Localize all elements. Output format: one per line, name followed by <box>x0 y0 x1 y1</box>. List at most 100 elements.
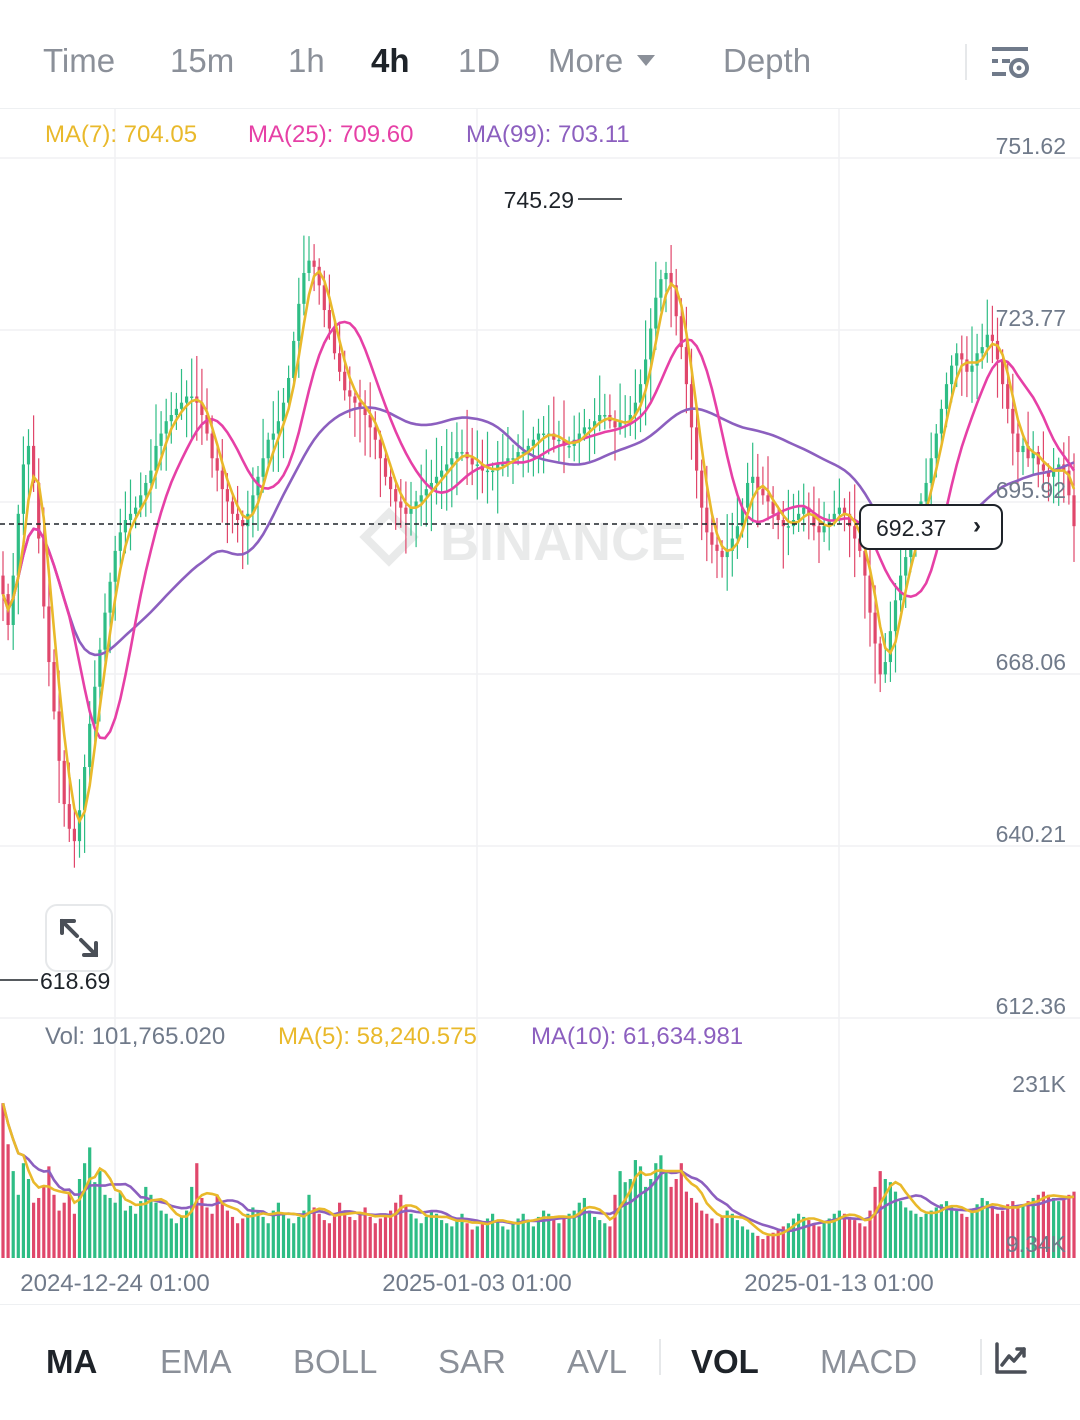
candle-body <box>57 711 61 761</box>
volume-bar <box>791 1218 796 1258</box>
time-tick-3: 2025-01-13 01:00 <box>744 1270 934 1297</box>
candle-body <box>185 396 189 403</box>
candle-body <box>455 452 459 459</box>
volume-ma-lines-layer <box>1 1102 1075 1237</box>
candle-body <box>394 489 398 502</box>
candle-body <box>873 612 877 644</box>
interval-15m-tab[interactable]: 15m <box>170 42 235 79</box>
volume-bar <box>863 1226 867 1258</box>
candle-body <box>297 303 301 341</box>
volume-bar <box>62 1202 66 1258</box>
volume-bar <box>868 1210 872 1258</box>
volume-bar <box>139 1201 143 1258</box>
volume-bar <box>103 1194 107 1258</box>
volume-bar <box>975 1204 979 1258</box>
candle-body <box>37 482 41 539</box>
volume-bar <box>817 1226 821 1258</box>
candle-body <box>929 458 933 483</box>
candle-body <box>118 532 122 551</box>
fullscreen-button[interactable] <box>45 904 113 972</box>
candle-body <box>883 662 887 675</box>
indicator-ma-tab[interactable]: MA <box>46 1343 98 1380</box>
candle-body <box>649 328 653 360</box>
interval-time-tab[interactable]: Time <box>43 42 116 79</box>
volume-bar <box>965 1216 969 1258</box>
volume-bar <box>317 1213 321 1258</box>
volume-bar <box>710 1218 714 1258</box>
volume-bar <box>409 1213 413 1258</box>
volume-bar <box>1016 1207 1020 1258</box>
volume-bar <box>501 1226 505 1258</box>
chart-settings-icon[interactable] <box>990 44 1030 82</box>
interval-more-dropdown[interactable]: More <box>548 42 656 80</box>
volume-bar <box>577 1202 581 1258</box>
volume-bar <box>419 1223 423 1258</box>
candle-body <box>302 272 306 304</box>
candle-body <box>516 452 520 459</box>
indicator-sar-tab[interactable]: SAR <box>438 1343 506 1380</box>
volume-bar <box>914 1213 918 1258</box>
volume-bar <box>179 1216 184 1258</box>
candle-body <box>807 507 811 514</box>
candle-body <box>1067 470 1071 496</box>
volume-bar <box>174 1223 178 1258</box>
volume-bar <box>730 1213 734 1258</box>
volume-bar <box>108 1197 112 1258</box>
candle-body <box>766 495 770 502</box>
volume-bar <box>557 1223 561 1258</box>
candle-body <box>1036 452 1040 465</box>
indicator-boll-tab[interactable]: BOLL <box>293 1343 378 1380</box>
candle-body <box>434 476 439 483</box>
volume-bar <box>404 1205 408 1258</box>
volume-bar <box>802 1216 806 1258</box>
volume-bar <box>858 1223 862 1258</box>
volume-bar <box>746 1229 750 1258</box>
candle-body <box>995 340 1000 360</box>
volume-bar <box>735 1220 739 1258</box>
indicator-vol-tab[interactable]: VOL <box>691 1343 759 1380</box>
candle-body <box>164 421 168 434</box>
interval-1d-tab[interactable]: 1D <box>458 42 501 79</box>
candle-body <box>139 495 143 508</box>
candle-body <box>144 482 148 496</box>
candle-body <box>990 334 994 341</box>
candle-body <box>603 415 607 417</box>
volume-bar <box>1057 1201 1061 1258</box>
candle-body <box>511 458 515 460</box>
volume-bar <box>725 1210 729 1258</box>
volume-bar <box>888 1182 892 1258</box>
indicator-avl-tab[interactable]: AVL <box>567 1343 627 1380</box>
volume-bar <box>582 1197 586 1258</box>
candle-body <box>1006 384 1010 409</box>
candle-body <box>307 260 311 273</box>
ma25-legend: MA(25): 709.60 <box>248 121 413 148</box>
interval-4h-tab[interactable]: 4h <box>371 42 410 79</box>
interval-1h-tab[interactable]: 1h <box>288 42 325 79</box>
candle-body <box>924 482 928 502</box>
indicator-macd-tab[interactable]: MACD <box>820 1343 918 1380</box>
candle-body <box>654 297 658 329</box>
candle-body <box>613 421 617 428</box>
candle-body <box>179 402 184 409</box>
indicator-ema-tab[interactable]: EMA <box>160 1343 232 1380</box>
volume-bar <box>669 1186 673 1258</box>
price-axis: 751.62 723.77 695.92 668.06 640.21 612.36 <box>996 133 1066 1019</box>
volume-bar <box>715 1223 719 1258</box>
volume-bar <box>399 1194 403 1258</box>
current-price-tag[interactable]: 692.37 › <box>859 504 1003 550</box>
volume-bar <box>899 1201 903 1258</box>
candle-body <box>536 433 541 440</box>
volume-bar <box>572 1210 576 1258</box>
volume-bar <box>587 1210 592 1258</box>
indicator-chart-icon[interactable] <box>994 1341 1028 1375</box>
volume-bar <box>664 1171 668 1258</box>
volume-bar <box>307 1194 311 1258</box>
expand-icon <box>60 919 98 957</box>
candle-body <box>292 340 296 378</box>
volume-bar <box>414 1218 418 1258</box>
depth-tab[interactable]: Depth <box>723 42 812 79</box>
volume-bar <box>853 1220 857 1258</box>
price-tick-label: 695.92 <box>996 477 1066 503</box>
candlestick-chart[interactable]: BINANCE 745.29 618.69 MA(7): 704.05 MA(2… <box>0 109 1080 1304</box>
volume-bar <box>164 1213 168 1258</box>
